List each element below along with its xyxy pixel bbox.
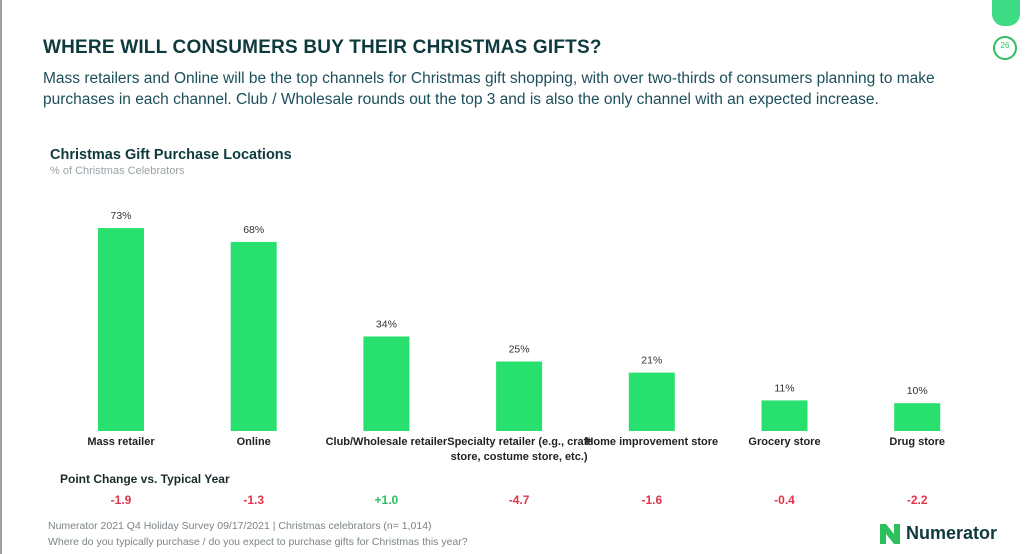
category-label: Mass retailer [87, 436, 155, 448]
source-note: Numerator 2021 Q4 Holiday Survey 09/17/2… [48, 520, 432, 532]
data-label: 10% [907, 385, 928, 397]
bar [230, 241, 277, 431]
logo: Numerator [906, 523, 998, 543]
point-change: -2.2 [906, 493, 928, 507]
category-label: Club/Wholesale retailer [325, 436, 448, 448]
data-label: 11% [774, 382, 794, 394]
chart-subtitle: % of Christmas Celebrators [50, 165, 185, 177]
question-note: Where do you typically purchase / do you… [48, 536, 468, 548]
point-change: -1.6 [641, 493, 663, 507]
category-label: Grocery store [748, 436, 821, 448]
point-change: -4.7 [508, 493, 530, 507]
bar [628, 372, 675, 431]
category-label: Online [236, 436, 271, 448]
data-label: 68% [243, 224, 264, 236]
bar [363, 336, 410, 431]
category-label: Drug store [889, 436, 945, 448]
point-change-label: Point Change vs. Typical Year [60, 472, 230, 486]
logo-icon [880, 524, 900, 544]
data-label: 34% [376, 318, 397, 330]
point-change: -1.9 [110, 493, 132, 507]
page-number: 26 [1000, 41, 1010, 50]
corner-tab [992, 0, 1020, 26]
bar [761, 400, 808, 431]
bar [98, 228, 144, 431]
chart-title: Christmas Gift Purchase Locations [50, 147, 292, 163]
category-label: Specialty retailer (e.g., craft store, c… [447, 436, 591, 463]
point-change: +1.0 [374, 493, 399, 507]
point-change: -0.4 [774, 493, 795, 507]
page-badge [993, 36, 1017, 60]
data-label: 73% [110, 210, 131, 222]
data-label: 21% [641, 355, 662, 367]
bar [894, 403, 941, 431]
subtitle: Mass retailers and Online will be the to… [43, 70, 935, 108]
point-change: -1.3 [243, 493, 265, 507]
title: WHERE WILL CONSUMERS BUY THEIR CHRISTMAS… [43, 37, 602, 58]
bar [496, 361, 543, 431]
data-label: 25% [509, 344, 530, 356]
category-label: Home improvement store [585, 436, 719, 448]
